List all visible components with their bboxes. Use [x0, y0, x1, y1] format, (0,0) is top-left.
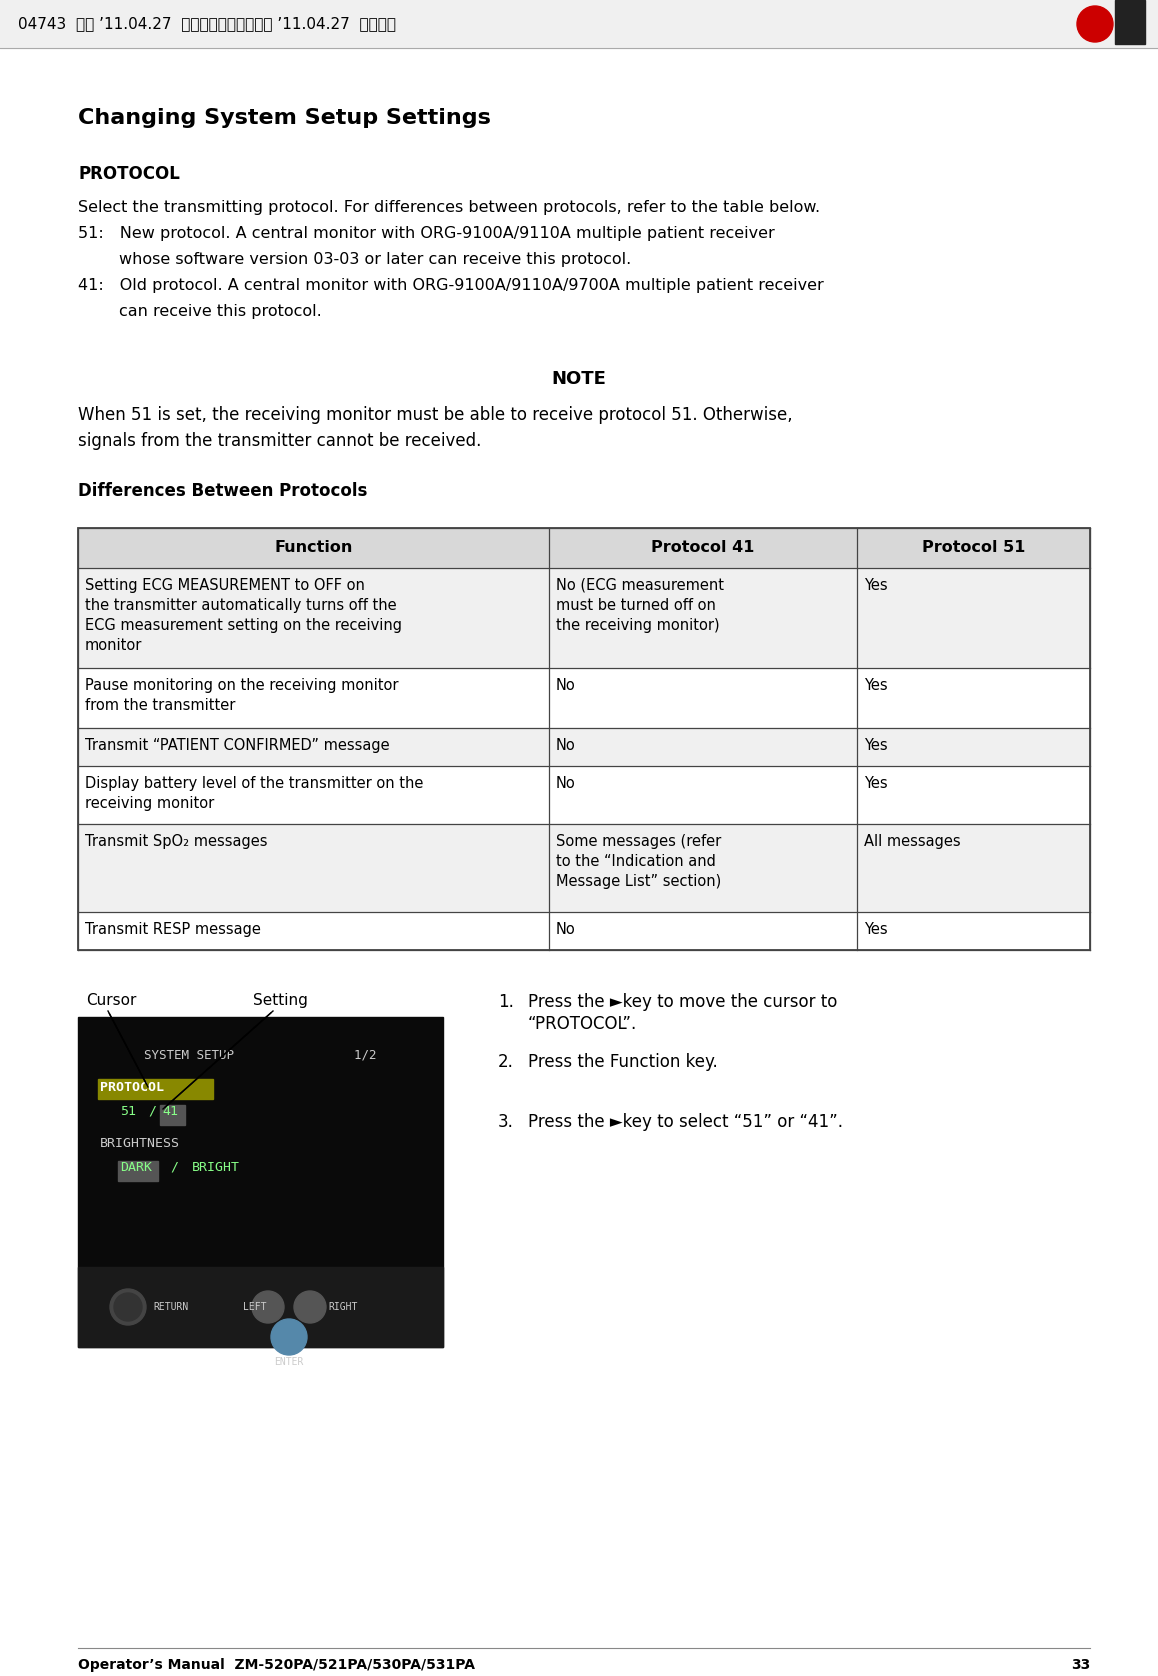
Bar	[1115, 0, 1145, 44]
Circle shape	[113, 1292, 142, 1321]
Text: BRIGHTNESS: BRIGHTNESS	[100, 1136, 179, 1150]
Text: SYSTEM SETUP                1/2: SYSTEM SETUP 1/2	[145, 1049, 376, 1063]
Text: No: No	[556, 776, 576, 791]
Bar	[78, 669, 1090, 727]
Text: Transmit RESP message: Transmit RESP message	[85, 922, 261, 937]
Text: 04743  作成 ’11.04.27  阿山　悠己　　　承認 ’11.04.27  真柄　瞪: 04743 作成 ’11.04.27 阿山 悠己 承認 ’11.04.27 真柄…	[19, 17, 396, 32]
Text: PROTOCOL: PROTOCOL	[100, 1081, 164, 1094]
Text: Pause monitoring on the receiving monitor: Pause monitoring on the receiving monito…	[85, 679, 398, 692]
Text: ECG measurement setting on the receiving: ECG measurement setting on the receiving	[85, 618, 402, 634]
Text: RETURN: RETURN	[153, 1302, 189, 1312]
Text: Press the Function key.: Press the Function key.	[528, 1053, 718, 1071]
Bar	[78, 1017, 444, 1348]
Circle shape	[271, 1319, 307, 1354]
Text: Press the ►key to select “51” or “41”.: Press the ►key to select “51” or “41”.	[528, 1113, 843, 1131]
Text: the receiving monitor): the receiving monitor)	[556, 618, 719, 634]
Text: Differences Between Protocols: Differences Between Protocols	[78, 483, 367, 499]
Text: must be turned off on: must be turned off on	[556, 598, 716, 613]
Text: No: No	[556, 737, 576, 753]
Text: DARK: DARK	[120, 1161, 152, 1173]
Text: Operator’s Manual  ZM-520PA/521PA/530PA/531PA: Operator’s Manual ZM-520PA/521PA/530PA/5…	[78, 1658, 475, 1673]
Text: LEFT: LEFT	[243, 1302, 266, 1312]
Circle shape	[1077, 7, 1113, 42]
Text: Protocol 51: Protocol 51	[922, 540, 1025, 555]
Text: Message List” section): Message List” section)	[556, 873, 720, 888]
Text: NOTE: NOTE	[551, 370, 607, 389]
Text: No: No	[556, 922, 576, 937]
Text: All messages: All messages	[864, 835, 961, 850]
Text: /: /	[148, 1104, 156, 1118]
Text: Function: Function	[274, 540, 352, 555]
Bar	[78, 568, 1090, 669]
Bar	[78, 912, 1090, 950]
Text: 51: 51	[120, 1104, 135, 1118]
Text: Setting ECG MEASUREMENT to OFF on: Setting ECG MEASUREMENT to OFF on	[85, 578, 365, 593]
Text: 3.: 3.	[498, 1113, 514, 1131]
Text: RIGHT: RIGHT	[328, 1302, 358, 1312]
Circle shape	[294, 1291, 327, 1322]
Text: 41: Old protocol. A central monitor with ORG-9100A/9110A/9700A multiple patient : 41: Old protocol. A central monitor with…	[78, 278, 823, 293]
Text: Transmit “PATIENT CONFIRMED” message: Transmit “PATIENT CONFIRMED” message	[85, 737, 389, 753]
Bar	[78, 727, 1090, 766]
Bar	[78, 825, 1090, 912]
Text: Transmit SpO₂ messages: Transmit SpO₂ messages	[85, 835, 267, 850]
Bar	[98, 1079, 213, 1099]
Text: No: No	[556, 679, 576, 692]
Circle shape	[252, 1291, 284, 1322]
Text: “PROTOCOL”.: “PROTOCOL”.	[528, 1016, 637, 1032]
Text: BRIGHT: BRIGHT	[192, 1161, 240, 1173]
Text: signals from the transmitter cannot be received.: signals from the transmitter cannot be r…	[78, 432, 482, 449]
Circle shape	[110, 1289, 146, 1326]
Text: Select the transmitting protocol. For differences between protocols, refer to th: Select the transmitting protocol. For di…	[78, 199, 820, 215]
Text: 2.: 2.	[498, 1053, 514, 1071]
Text: 33: 33	[1071, 1658, 1090, 1673]
Text: PROTOCOL: PROTOCOL	[78, 164, 179, 183]
Text: 1.: 1.	[498, 992, 514, 1011]
Text: from the transmitter: from the transmitter	[85, 697, 235, 712]
Text: 51: New protocol. A central monitor with ORG-9100A/9110A multiple patient receiv: 51: New protocol. A central monitor with…	[78, 226, 775, 241]
Text: Yes: Yes	[864, 737, 888, 753]
Bar	[78, 528, 1090, 568]
Text: whose software version 03-03 or later can receive this protocol.: whose software version 03-03 or later ca…	[78, 251, 631, 266]
Text: Protocol 41: Protocol 41	[651, 540, 755, 555]
Text: /: /	[170, 1161, 178, 1173]
Text: Cursor: Cursor	[86, 992, 137, 1007]
Bar	[0, 0, 1158, 49]
Bar	[78, 1267, 444, 1348]
Text: 41: 41	[162, 1104, 178, 1118]
Text: Some messages (refer: Some messages (refer	[556, 835, 720, 850]
Text: Setting: Setting	[252, 992, 308, 1007]
Text: receiving monitor: receiving monitor	[85, 796, 214, 811]
Bar	[78, 766, 1090, 825]
Bar	[78, 528, 1090, 950]
Text: Display battery level of the transmitter on the: Display battery level of the transmitter…	[85, 776, 424, 791]
Text: monitor: monitor	[85, 639, 142, 654]
Text: can receive this protocol.: can receive this protocol.	[78, 303, 322, 318]
Text: ENTER: ENTER	[274, 1358, 303, 1368]
Text: Changing System Setup Settings: Changing System Setup Settings	[78, 107, 491, 127]
Text: to the “Indication and: to the “Indication and	[556, 855, 716, 868]
Text: Yes: Yes	[864, 922, 888, 937]
Bar	[118, 1161, 157, 1182]
Text: Yes: Yes	[864, 776, 888, 791]
Text: Yes: Yes	[864, 578, 888, 593]
Text: Yes: Yes	[864, 679, 888, 692]
Text: Press the ►key to move the cursor to: Press the ►key to move the cursor to	[528, 992, 837, 1011]
Text: When 51 is set, the receiving monitor must be able to receive protocol 51. Other: When 51 is set, the receiving monitor mu…	[78, 406, 792, 424]
Bar	[160, 1104, 185, 1125]
Text: the transmitter automatically turns off the: the transmitter automatically turns off …	[85, 598, 397, 613]
Text: No (ECG measurement: No (ECG measurement	[556, 578, 724, 593]
